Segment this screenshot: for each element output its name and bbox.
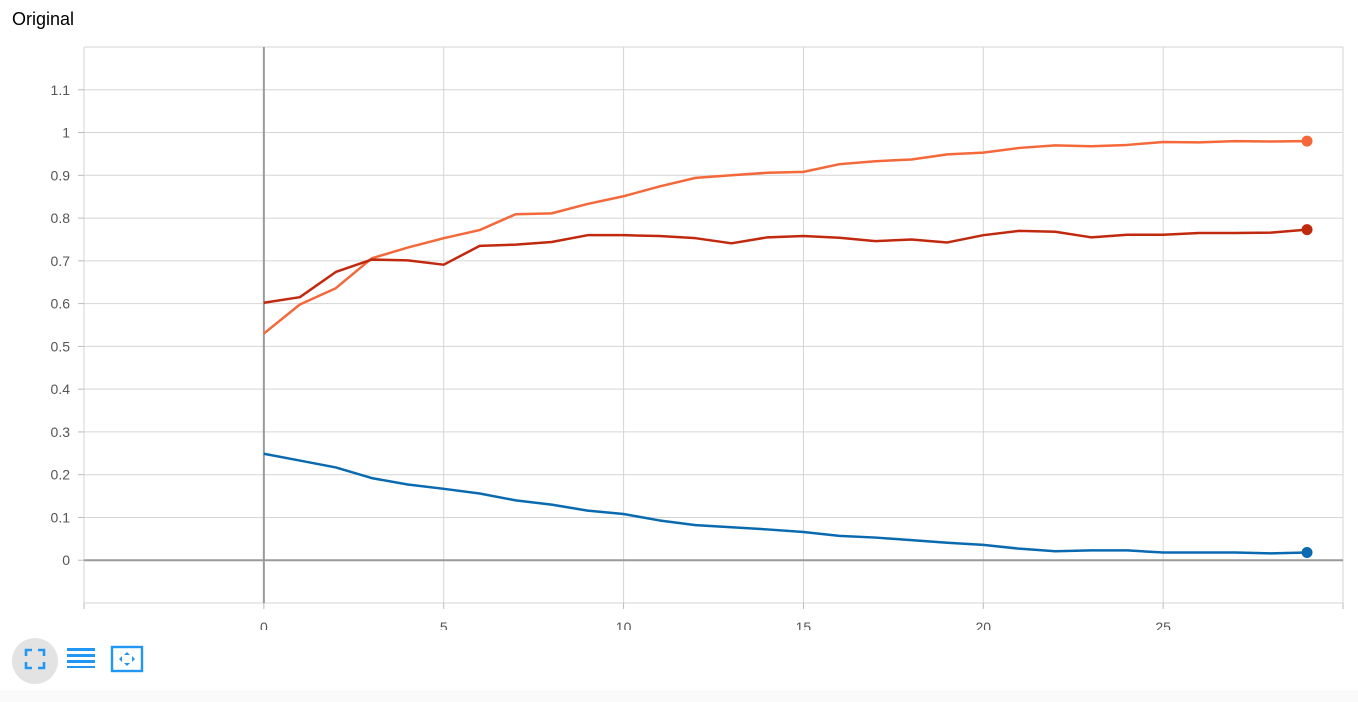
x-tick-label: 10 [616,619,632,630]
list-icon [66,646,96,677]
series-end-point-3 [1301,547,1313,559]
y-tick-label: 0.8 [51,210,71,226]
chart-series [263,139,1308,555]
series-end-point-1 [1301,135,1313,147]
chart-axes [84,47,1343,603]
line-chart: 0 0.1 0.2 0.3 0.4 0.5 0.6 0.7 0.8 0.9 1 1.1 0 5 10 15 20… [51,46,1344,630]
y-tick-label: 0.7 [51,253,71,269]
series-line-1 [263,139,1308,335]
series-line-2 [263,228,1308,304]
series-line-3 [263,452,1308,555]
y-tick-label: 0.4 [51,381,71,397]
x-tick-label: 0 [260,619,268,630]
footer-strip [0,690,1358,702]
y-tick-label: 0.5 [51,338,71,354]
x-tick-label: 15 [796,619,812,630]
chart-toolbar [12,637,150,685]
y-tick-label: 0 [62,552,70,568]
chart-end-markers [1301,135,1313,559]
fullscreen-button[interactable] [12,638,58,684]
y-tick-label: 1.1 [51,82,71,98]
toggle-y-log-button[interactable] [58,638,104,684]
fullscreen-icon [23,647,47,676]
y-tick-label: 1 [62,125,70,141]
y-tick-label: 0.6 [51,296,71,312]
x-tick-label: 20 [975,619,991,630]
chart-title: Original [12,9,75,29]
chart-ticks: 0 0.1 0.2 0.3 0.4 0.5 0.6 0.7 0.8 0.9 1 1.1 0 5 10 15 20… [51,82,1344,630]
y-tick-label: 0.1 [51,509,71,525]
fit-domain-button[interactable] [104,638,150,684]
x-tick-label: 5 [440,619,448,630]
x-tick-label: 25 [1155,619,1171,630]
y-tick-label: 0.2 [51,467,71,483]
y-tick-label: 0.3 [51,424,71,440]
fit-domain-icon [110,645,144,678]
y-tick-label: 0.9 [51,167,71,183]
series-end-point-2 [1301,224,1313,236]
